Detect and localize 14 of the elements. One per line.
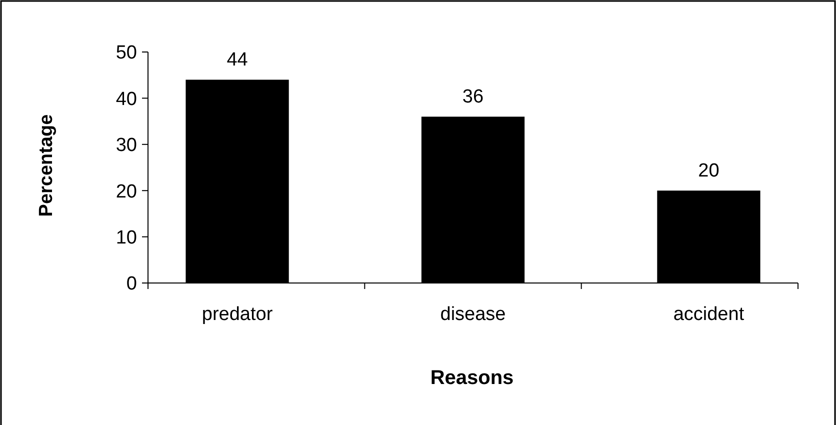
x-axis-title: Reasons	[430, 367, 514, 389]
y-tick-label: 20	[116, 181, 137, 202]
data-label: 20	[698, 160, 720, 182]
y-tick-label: 10	[116, 227, 137, 248]
data-label: 44	[226, 50, 248, 71]
y-tick-label: 50	[116, 42, 137, 64]
y-tick-label: 0	[126, 274, 137, 295]
x-tick-label: disease	[440, 304, 506, 325]
x-tick-label: predator	[202, 304, 274, 325]
y-tick-label: 40	[116, 88, 137, 110]
y-tick-label: 30	[116, 135, 137, 156]
data-label: 36	[462, 86, 484, 108]
y-axis-title: Percentage	[36, 114, 57, 217]
x-tick-label: accident	[673, 304, 745, 325]
